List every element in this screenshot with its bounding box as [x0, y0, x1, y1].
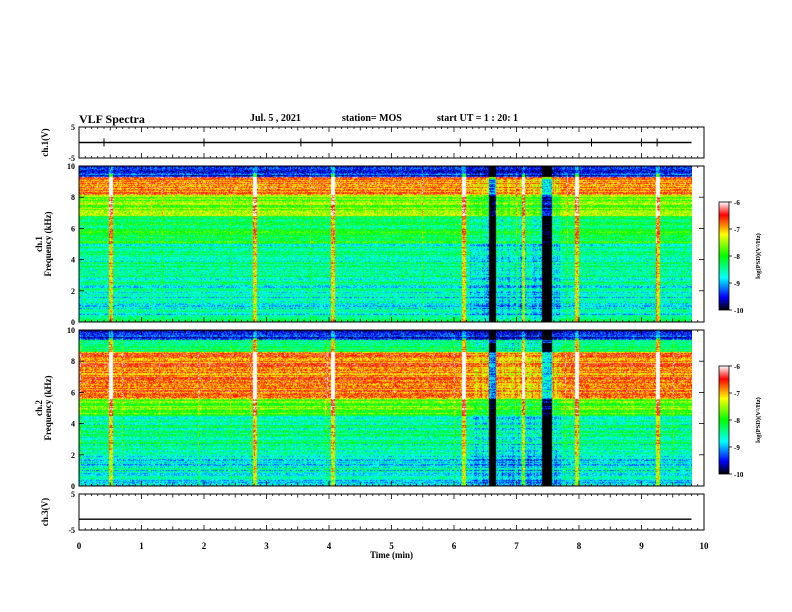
station-label: station= MOS	[342, 113, 402, 124]
y-tick-label: -5	[68, 154, 75, 163]
x-tick-label: 6	[452, 541, 457, 551]
colorbar	[718, 365, 730, 475]
x-axis-label: Time (min)	[370, 550, 413, 560]
colorbar-tick-label: -8	[734, 253, 740, 261]
y-tick-label: 10	[67, 326, 75, 335]
x-tick-label: 10	[700, 541, 710, 551]
y-axis-label: Frequency (kHz)	[43, 211, 53, 276]
y-tick-label: 8	[71, 357, 75, 366]
colorbar-tick-label: -7	[734, 226, 740, 234]
y-tick-label: 2	[71, 287, 75, 296]
chart-title: VLF Spectra	[79, 112, 145, 126]
y-tick-label: 6	[71, 388, 75, 397]
x-tick-label: 5	[389, 541, 394, 551]
y-tick-label: 6	[71, 224, 75, 233]
colorbar-tick-label: -10	[734, 471, 744, 479]
x-tick-label: 2	[202, 541, 207, 551]
colorbar-tick-label: -9	[734, 280, 740, 288]
y-axis-label: ch.2	[34, 400, 44, 416]
x-tick-label: 9	[639, 541, 644, 551]
x-tick-label: 4	[327, 541, 332, 551]
colorbar-tick-label: -8	[734, 417, 740, 425]
colorbar	[718, 201, 730, 311]
colorbar-tick-label: -9	[734, 444, 740, 452]
colorbar-label: log(PSD)(V²/Hz)	[755, 233, 762, 279]
y-tick-label: 2	[71, 451, 75, 460]
y-axis-label: ch.1	[34, 236, 44, 252]
y-tick-label: 0	[71, 482, 75, 491]
colorbar-tick-label: -6	[734, 199, 740, 207]
y-tick-label: -5	[68, 526, 75, 535]
start-time-label: start UT = 1 : 20: 1	[437, 113, 519, 124]
colorbar-label: log(PSD)(V²/Hz)	[755, 397, 762, 443]
colorbar-tick-label: -6	[734, 363, 740, 371]
y-tick-label: 4	[71, 256, 75, 265]
y-tick-label: 5	[71, 123, 75, 132]
panel-frame-4	[78, 493, 705, 531]
x-tick-label: 1	[139, 541, 144, 551]
y-tick-label: 10	[67, 162, 75, 171]
ch1-spectrogram-image	[79, 166, 692, 322]
colorbar-tick-label: -7	[734, 390, 740, 398]
x-tick-label: 0	[77, 541, 82, 551]
x-tick-label: 3	[264, 541, 269, 551]
y-tick-label: 0	[71, 318, 75, 327]
ch2-spectrogram-image	[79, 330, 692, 486]
colorbar-tick-label: -10	[734, 307, 744, 315]
x-tick-label: 8	[577, 541, 582, 551]
y-axis-label: ch.3(V)	[40, 498, 50, 526]
x-tick-label: 7	[514, 541, 519, 551]
y-tick-label: 5	[71, 490, 75, 499]
y-axis-label: Frequency (kHz)	[43, 375, 53, 440]
y-tick-label: 4	[71, 420, 75, 429]
date-label: Jul. 5 , 2021	[250, 113, 301, 124]
y-tick-label: 8	[71, 193, 75, 202]
y-axis-label: ch.1(V)	[40, 128, 50, 156]
